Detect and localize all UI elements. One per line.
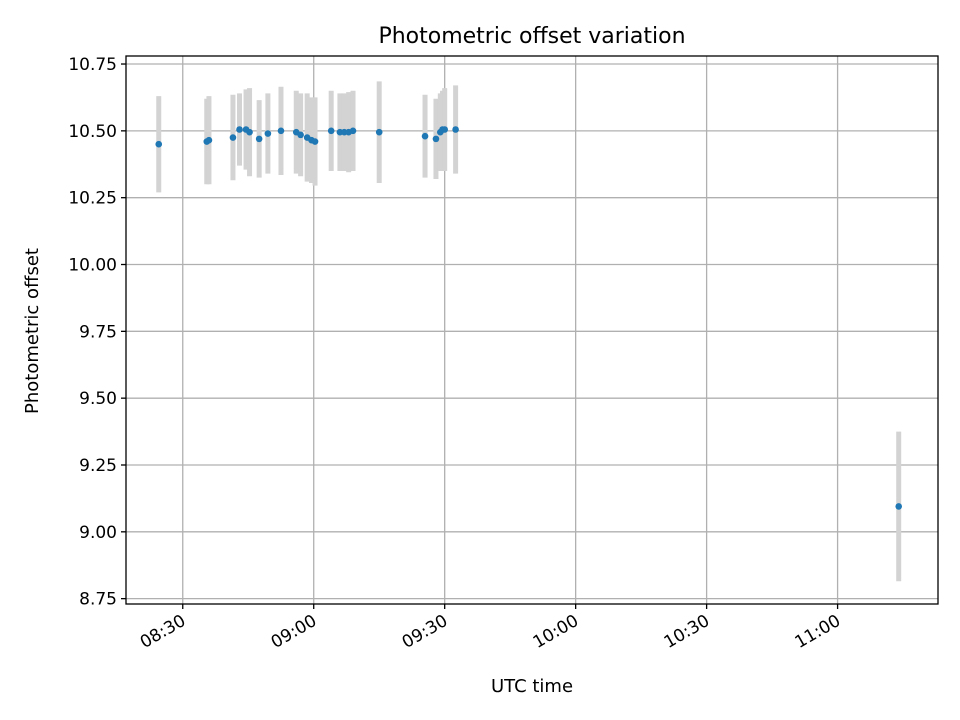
x-tick-label: 10:00	[530, 611, 582, 653]
x-axis-label: UTC time	[491, 676, 573, 697]
data-point	[421, 132, 429, 140]
grid-layer	[126, 56, 938, 604]
point-layer	[155, 126, 903, 510]
y-tick-label: 10.50	[68, 122, 117, 142]
data-point	[327, 127, 335, 135]
data-point	[205, 136, 213, 144]
x-tick-label: 08:30	[137, 611, 189, 653]
y-axis-label: Photometric offset	[22, 248, 43, 414]
data-point	[452, 126, 459, 133]
y-tick-label: 8.75	[79, 590, 117, 610]
y-tick-label: 10.00	[68, 256, 117, 276]
data-point	[441, 126, 448, 133]
y-tick-label: 9.00	[79, 523, 117, 543]
data-point	[155, 140, 163, 148]
y-tick-label: 9.25	[79, 456, 117, 476]
data-point	[255, 135, 263, 143]
x-tick-label: 11:00	[792, 611, 844, 653]
chart-title: Photometric offset variation	[378, 24, 685, 49]
data-point	[349, 127, 357, 135]
y-tick-label: 10.75	[68, 55, 117, 75]
data-point	[297, 131, 304, 139]
y-tick-label: 9.50	[79, 389, 117, 409]
data-point	[236, 126, 243, 133]
x-tick-label: 09:30	[399, 611, 451, 653]
data-point	[432, 135, 440, 143]
x-tick-label: 10:30	[661, 611, 713, 653]
x-tick-label: 09:00	[268, 611, 320, 653]
data-point	[311, 138, 319, 145]
data-point	[229, 134, 237, 141]
data-point	[246, 128, 253, 136]
data-point	[264, 130, 272, 137]
y-tick-label: 9.75	[79, 322, 117, 342]
plot-frame	[125, 55, 939, 605]
y-tick-label: 10.25	[68, 189, 117, 209]
data-point	[375, 128, 383, 136]
data-point	[277, 127, 285, 135]
data-point	[895, 503, 903, 510]
